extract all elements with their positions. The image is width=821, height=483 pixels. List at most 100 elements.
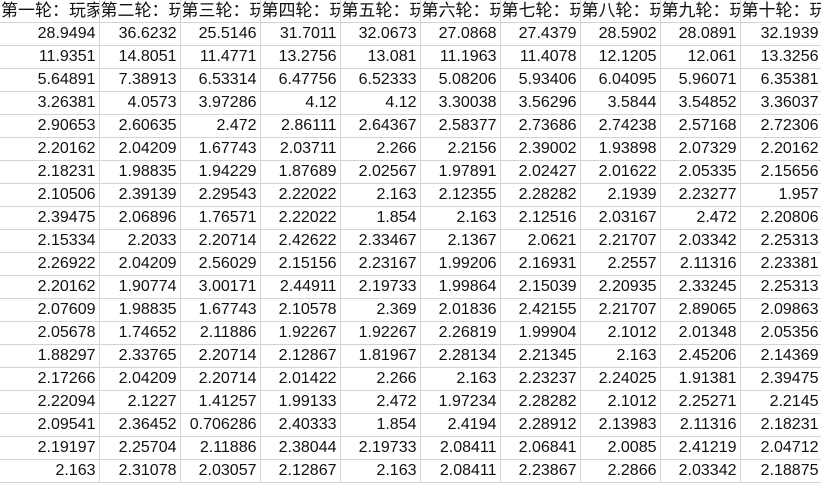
data-cell[interactable]: 25.5146 <box>180 22 261 46</box>
data-cell[interactable]: 3.5844 <box>580 91 661 115</box>
data-cell[interactable]: 2.13983 <box>580 413 661 437</box>
data-cell[interactable]: 2.2033 <box>99 229 181 253</box>
data-cell[interactable]: 1.74652 <box>99 321 181 345</box>
data-cell[interactable]: 2.05356 <box>740 321 821 345</box>
data-cell[interactable]: 2.163 <box>340 183 421 207</box>
data-cell[interactable]: 1.854 <box>340 206 421 230</box>
data-cell[interactable]: 2.25313 <box>740 275 821 299</box>
data-cell[interactable]: 13.2756 <box>260 45 341 69</box>
data-cell[interactable]: 2.23167 <box>340 252 421 276</box>
data-cell[interactable]: 2.45206 <box>660 344 741 368</box>
data-cell[interactable]: 1.81967 <box>340 344 421 368</box>
column-header-cell[interactable]: 第八轮：玩家 <box>580 0 661 23</box>
data-cell[interactable]: 6.35381 <box>740 68 821 92</box>
data-cell[interactable]: 2.18875 <box>740 459 821 483</box>
data-cell[interactable]: 2.15656 <box>740 160 821 184</box>
data-cell[interactable]: 2.42622 <box>260 229 341 253</box>
data-cell[interactable]: 2.73686 <box>500 114 581 138</box>
data-cell[interactable]: 2.20162 <box>0 275 100 299</box>
data-cell[interactable]: 2.05335 <box>660 160 741 184</box>
data-cell[interactable]: 2.23381 <box>740 252 821 276</box>
data-cell[interactable]: 2.01348 <box>660 321 741 345</box>
data-cell[interactable]: 2.4194 <box>420 413 501 437</box>
data-cell[interactable]: 4.12 <box>340 91 421 115</box>
data-cell[interactable]: 2.163 <box>0 459 100 483</box>
data-cell[interactable]: 12.061 <box>660 45 741 69</box>
data-cell[interactable]: 2.163 <box>580 344 661 368</box>
column-header-cell[interactable]: 第四轮：玩家 <box>260 0 341 23</box>
data-cell[interactable]: 2.03711 <box>260 137 341 161</box>
data-cell[interactable]: 2.31078 <box>99 459 181 483</box>
data-cell[interactable]: 2.18231 <box>740 413 821 437</box>
column-header-cell[interactable]: 第六轮：玩家 <box>420 0 501 23</box>
data-cell[interactable]: 2.23237 <box>500 367 581 391</box>
data-cell[interactable]: 2.26922 <box>0 252 100 276</box>
data-cell[interactable]: 2.20162 <box>0 137 100 161</box>
data-cell[interactable]: 2.15039 <box>500 275 581 299</box>
column-header-cell[interactable]: 第十轮：玩家 <box>740 0 821 23</box>
data-cell[interactable]: 11.4078 <box>500 45 581 69</box>
data-cell[interactable]: 2.33765 <box>99 344 181 368</box>
data-cell[interactable]: 27.0868 <box>420 22 501 46</box>
data-cell[interactable]: 5.64891 <box>0 68 100 92</box>
data-cell[interactable]: 2.09541 <box>0 413 100 437</box>
data-cell[interactable]: 7.38913 <box>99 68 181 92</box>
data-cell[interactable]: 2.24025 <box>580 367 661 391</box>
data-cell[interactable]: 4.12 <box>260 91 341 115</box>
data-cell[interactable]: 1.854 <box>340 413 421 437</box>
data-cell[interactable]: 6.04095 <box>580 68 661 92</box>
data-cell[interactable]: 2.15156 <box>260 252 341 276</box>
data-cell[interactable]: 2.03342 <box>660 459 741 483</box>
data-cell[interactable]: 2.19197 <box>0 436 100 460</box>
data-cell[interactable]: 2.25313 <box>740 229 821 253</box>
data-cell[interactable]: 2.163 <box>420 367 501 391</box>
data-cell[interactable]: 2.1012 <box>580 321 661 345</box>
data-cell[interactable]: 2.29543 <box>180 183 261 207</box>
data-cell[interactable]: 2.12516 <box>500 206 581 230</box>
data-cell[interactable]: 2.22094 <box>0 390 100 414</box>
data-cell[interactable]: 2.02567 <box>340 160 421 184</box>
data-cell[interactable]: 2.39475 <box>740 367 821 391</box>
data-cell[interactable]: 2.56029 <box>180 252 261 276</box>
data-cell[interactable]: 1.92267 <box>260 321 341 345</box>
data-cell[interactable]: 2.90653 <box>0 114 100 138</box>
data-cell[interactable]: 11.4771 <box>180 45 261 69</box>
data-cell[interactable]: 3.26381 <box>0 91 100 115</box>
data-cell[interactable]: 2.09863 <box>740 298 821 322</box>
data-cell[interactable]: 12.1205 <box>580 45 661 69</box>
data-cell[interactable]: 2.1227 <box>99 390 181 414</box>
data-cell[interactable]: 2.07609 <box>0 298 100 322</box>
data-cell[interactable]: 2.26819 <box>420 321 501 345</box>
data-cell[interactable]: 5.96071 <box>660 68 741 92</box>
data-cell[interactable]: 28.9494 <box>0 22 100 46</box>
data-cell[interactable]: 1.93898 <box>580 137 661 161</box>
data-cell[interactable]: 5.08206 <box>420 68 501 92</box>
data-cell[interactable]: 2.17266 <box>0 367 100 391</box>
data-cell[interactable]: 2.07329 <box>660 137 741 161</box>
data-cell[interactable]: 6.47756 <box>260 68 341 92</box>
data-cell[interactable]: 2.20714 <box>180 367 261 391</box>
data-cell[interactable]: 2.60635 <box>99 114 181 138</box>
data-cell[interactable]: 2.19733 <box>340 436 421 460</box>
data-cell[interactable]: 2.266 <box>340 137 421 161</box>
data-cell[interactable]: 3.30038 <box>420 91 501 115</box>
data-cell[interactable]: 2.21707 <box>580 229 661 253</box>
data-cell[interactable]: 3.54852 <box>660 91 741 115</box>
data-cell[interactable]: 2.04209 <box>99 137 181 161</box>
data-cell[interactable]: 3.56296 <box>500 91 581 115</box>
data-cell[interactable]: 2.41219 <box>660 436 741 460</box>
data-cell[interactable]: 2.11886 <box>180 436 261 460</box>
data-cell[interactable]: 1.90774 <box>99 275 181 299</box>
data-cell[interactable]: 3.97286 <box>180 91 261 115</box>
data-cell[interactable]: 2.14369 <box>740 344 821 368</box>
data-cell[interactable]: 32.1939 <box>740 22 821 46</box>
data-cell[interactable]: 1.99206 <box>420 252 501 276</box>
data-cell[interactable]: 2.472 <box>660 206 741 230</box>
data-cell[interactable]: 3.36037 <box>740 91 821 115</box>
data-cell[interactable]: 2.39002 <box>500 137 581 161</box>
data-cell[interactable]: 2.58377 <box>420 114 501 138</box>
data-cell[interactable]: 1.957 <box>740 183 821 207</box>
data-cell[interactable]: 2.1367 <box>420 229 501 253</box>
data-cell[interactable]: 5.93406 <box>500 68 581 92</box>
data-cell[interactable]: 2.01622 <box>580 160 661 184</box>
